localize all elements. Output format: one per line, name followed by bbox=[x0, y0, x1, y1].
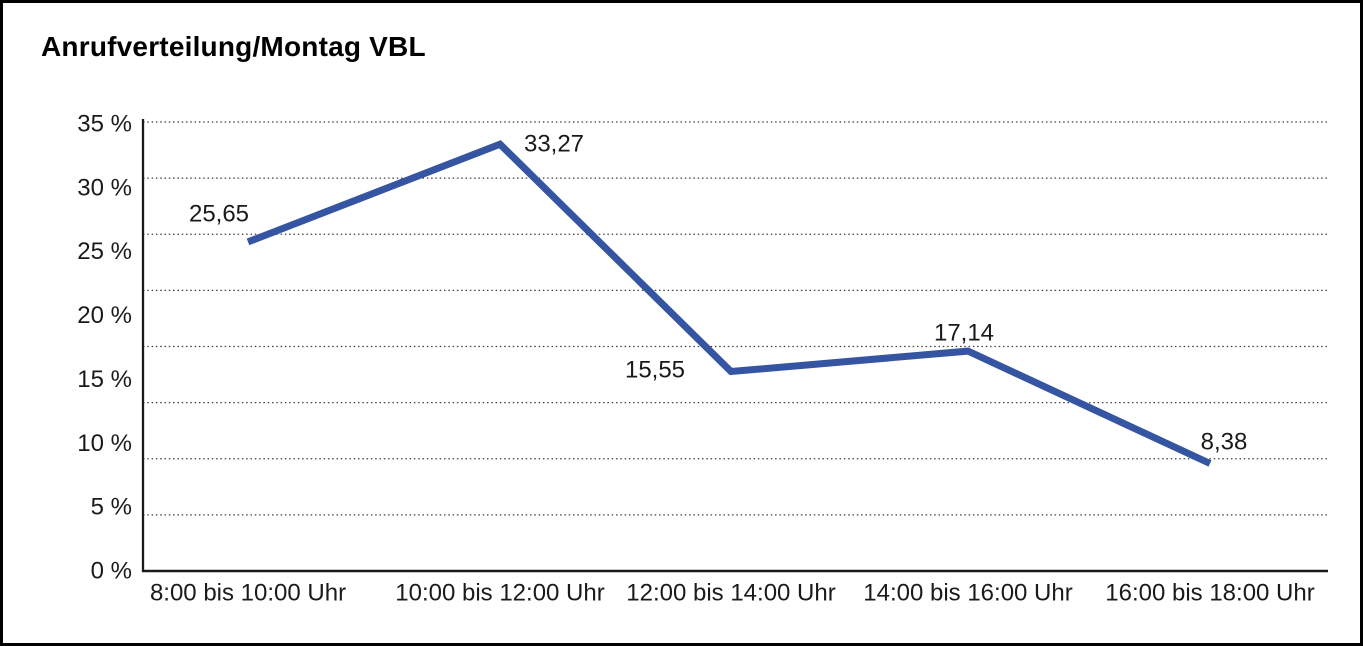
data-series-line bbox=[246, 140, 1212, 467]
y-axis-tick-label: 5 % bbox=[91, 494, 132, 521]
x-axis-category-label: 16:00 bis 18:00 Uhr bbox=[1105, 580, 1314, 607]
y-axis-tick-label: 30 % bbox=[77, 174, 132, 201]
data-point-value-label: 33,27 bbox=[524, 131, 584, 158]
y-axis-tick-label: 35 % bbox=[77, 111, 132, 138]
line-chart: 35 % 30 % 25 % 20 % 15 % 10 % 5 % 0 % 8:00 bis 1… bbox=[77, 111, 1328, 607]
y-axis-tick-label: 10 % bbox=[77, 430, 132, 457]
data-point-value-label: 8,38 bbox=[1201, 429, 1248, 456]
data-point-value-label: 17,14 bbox=[934, 320, 994, 347]
y-axis-tick-label: 25 % bbox=[77, 238, 132, 265]
y-axis-tick-label: 15 % bbox=[77, 366, 132, 393]
data-point-value-label: 15,55 bbox=[625, 357, 685, 384]
data-point-value-label: 25,65 bbox=[189, 201, 249, 228]
x-axis-category-label: 14:00 bis 16:00 Uhr bbox=[863, 580, 1072, 607]
x-axis-category-label: 12:00 bis 14:00 Uhr bbox=[626, 580, 835, 607]
y-axis-tick-label: 0 % bbox=[91, 558, 132, 585]
y-axis-tick-label: 20 % bbox=[77, 302, 132, 329]
x-axis-category-label: 8:00 bis 10:00 Uhr bbox=[150, 580, 346, 607]
chart-title: Anrufverteilung/Montag VBL bbox=[41, 31, 426, 62]
x-axis-category-label: 10:00 bis 12:00 Uhr bbox=[395, 580, 604, 607]
